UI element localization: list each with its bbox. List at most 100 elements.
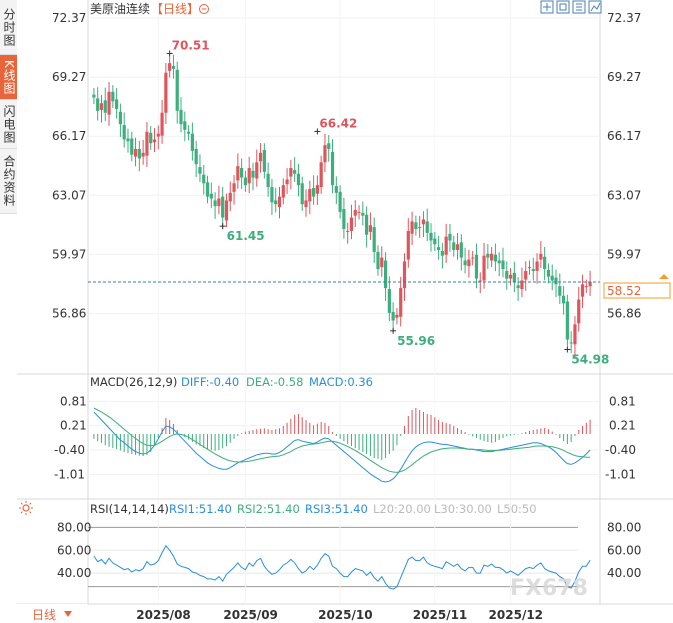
candle: [115, 88, 119, 119]
price-tick-left: 69.27: [52, 70, 86, 84]
candle: [546, 263, 551, 284]
footer-period-label[interactable]: 日线: [32, 608, 56, 622]
candle: [258, 143, 263, 173]
candle: [342, 197, 346, 239]
candle: [133, 137, 138, 167]
candle: [448, 224, 452, 252]
candle: [455, 233, 460, 260]
candle: [99, 95, 104, 123]
candle: [315, 175, 319, 206]
candle: [186, 125, 191, 141]
candle: [391, 302, 395, 332]
svg-text:66.42: 66.42: [319, 116, 357, 130]
month-tick-label: 2025/09: [223, 608, 277, 622]
candle: [221, 186, 225, 229]
price-tick-right: 69.27: [607, 70, 641, 84]
indicator-icon[interactable]: [588, 0, 602, 14]
macd-tick-right: 0.21: [609, 419, 636, 433]
candle: [240, 158, 244, 189]
candle: [327, 135, 331, 162]
candle: [527, 260, 532, 275]
candle: [482, 242, 486, 289]
candle: [293, 157, 297, 182]
candle: [535, 253, 539, 284]
candle: [175, 61, 179, 124]
candle: [262, 143, 266, 179]
month-tick-label: 2025/12: [489, 608, 543, 622]
candle: [118, 103, 123, 137]
collapse-icon[interactable]: [199, 4, 209, 14]
month-tick-label: 2025/08: [136, 608, 190, 622]
candle: [137, 140, 141, 172]
candle: [433, 231, 437, 251]
candle: [247, 156, 251, 193]
macd-tick-left: 0.21: [60, 419, 87, 433]
low-price-annotation: 54.98: [564, 346, 609, 367]
candle: [501, 247, 505, 278]
candle: [152, 128, 157, 153]
candle: [357, 205, 361, 220]
price-tick-right: 66.17: [607, 129, 641, 143]
low-price-annotation: 55.96: [390, 327, 435, 348]
macd-tick-left: 0.81: [60, 395, 87, 409]
candle: [205, 175, 210, 204]
candle: [418, 215, 422, 238]
candle: [406, 218, 410, 268]
price-axis-ticks: 72.37 72.37 69.27 69.27 66.17 66.17 63.07 63.07…: [52, 11, 641, 321]
macd-tick-left: -1.01: [54, 467, 85, 481]
svg-text:55.96: 55.96: [397, 334, 435, 348]
candle: [436, 235, 441, 260]
low-price-annotation: 61.45: [219, 223, 265, 243]
sun-icon[interactable]: [19, 501, 33, 515]
candle: [516, 277, 520, 301]
price-tick-left: 56.86: [52, 307, 86, 321]
candle: [474, 243, 479, 289]
candle: [346, 222, 350, 244]
candle: [179, 97, 183, 133]
candle: [111, 85, 115, 108]
candle: [311, 175, 316, 205]
candle: [471, 250, 475, 266]
current-price-box: [603, 282, 671, 299]
candle: [467, 249, 471, 278]
macd-tick-left: -0.40: [54, 443, 85, 457]
candle: [209, 182, 213, 209]
candle: [194, 140, 198, 177]
macd-histogram: [93, 408, 591, 460]
candle: [149, 126, 153, 150]
macd-tick-right: -1.01: [605, 467, 636, 481]
candle: [580, 274, 585, 308]
rsi-tick-left: 40.00: [57, 566, 91, 580]
tab-timeshare[interactable]: 分时图: [0, 0, 17, 55]
tab-flash-chart[interactable]: 闪电图: [0, 100, 17, 149]
candle: [520, 267, 524, 298]
candle: [330, 139, 335, 194]
candle: [459, 234, 463, 271]
candle: [285, 168, 289, 194]
crosshair-icon[interactable]: [540, 0, 554, 14]
panel-frames: [17, 0, 673, 605]
tab-contract-info[interactable]: 合约资料: [0, 149, 17, 214]
rsi-title: RSI(14,14,14): [90, 502, 169, 516]
candle: [380, 246, 384, 277]
macd-axis-ticks: 0.81 0.81 0.21 0.21 -0.40 -0.40 -1.01 -1.01: [54, 395, 636, 482]
candle: [558, 273, 562, 304]
candle: [304, 189, 308, 217]
candle: [561, 286, 566, 315]
price-tick-left: 72.37: [52, 11, 86, 25]
candle: [414, 215, 418, 236]
candle: [372, 217, 376, 264]
fullscreen-icon[interactable]: [556, 0, 570, 14]
candle: [490, 247, 494, 268]
settings-icon[interactable]: [572, 0, 586, 14]
current-price-marker: [659, 274, 669, 280]
chevron-down-icon[interactable]: [64, 611, 72, 617]
candle: [296, 164, 301, 197]
rsi-axis-ticks: 80.00 80.00 60.00 60.00 40.00 40.00: [57, 520, 641, 580]
candle: [228, 181, 232, 212]
candle: [565, 294, 569, 347]
candlestick-series: [92, 54, 592, 358]
candle: [539, 241, 543, 268]
tab-kline[interactable]: K线图: [0, 55, 17, 100]
candle: [334, 176, 338, 205]
